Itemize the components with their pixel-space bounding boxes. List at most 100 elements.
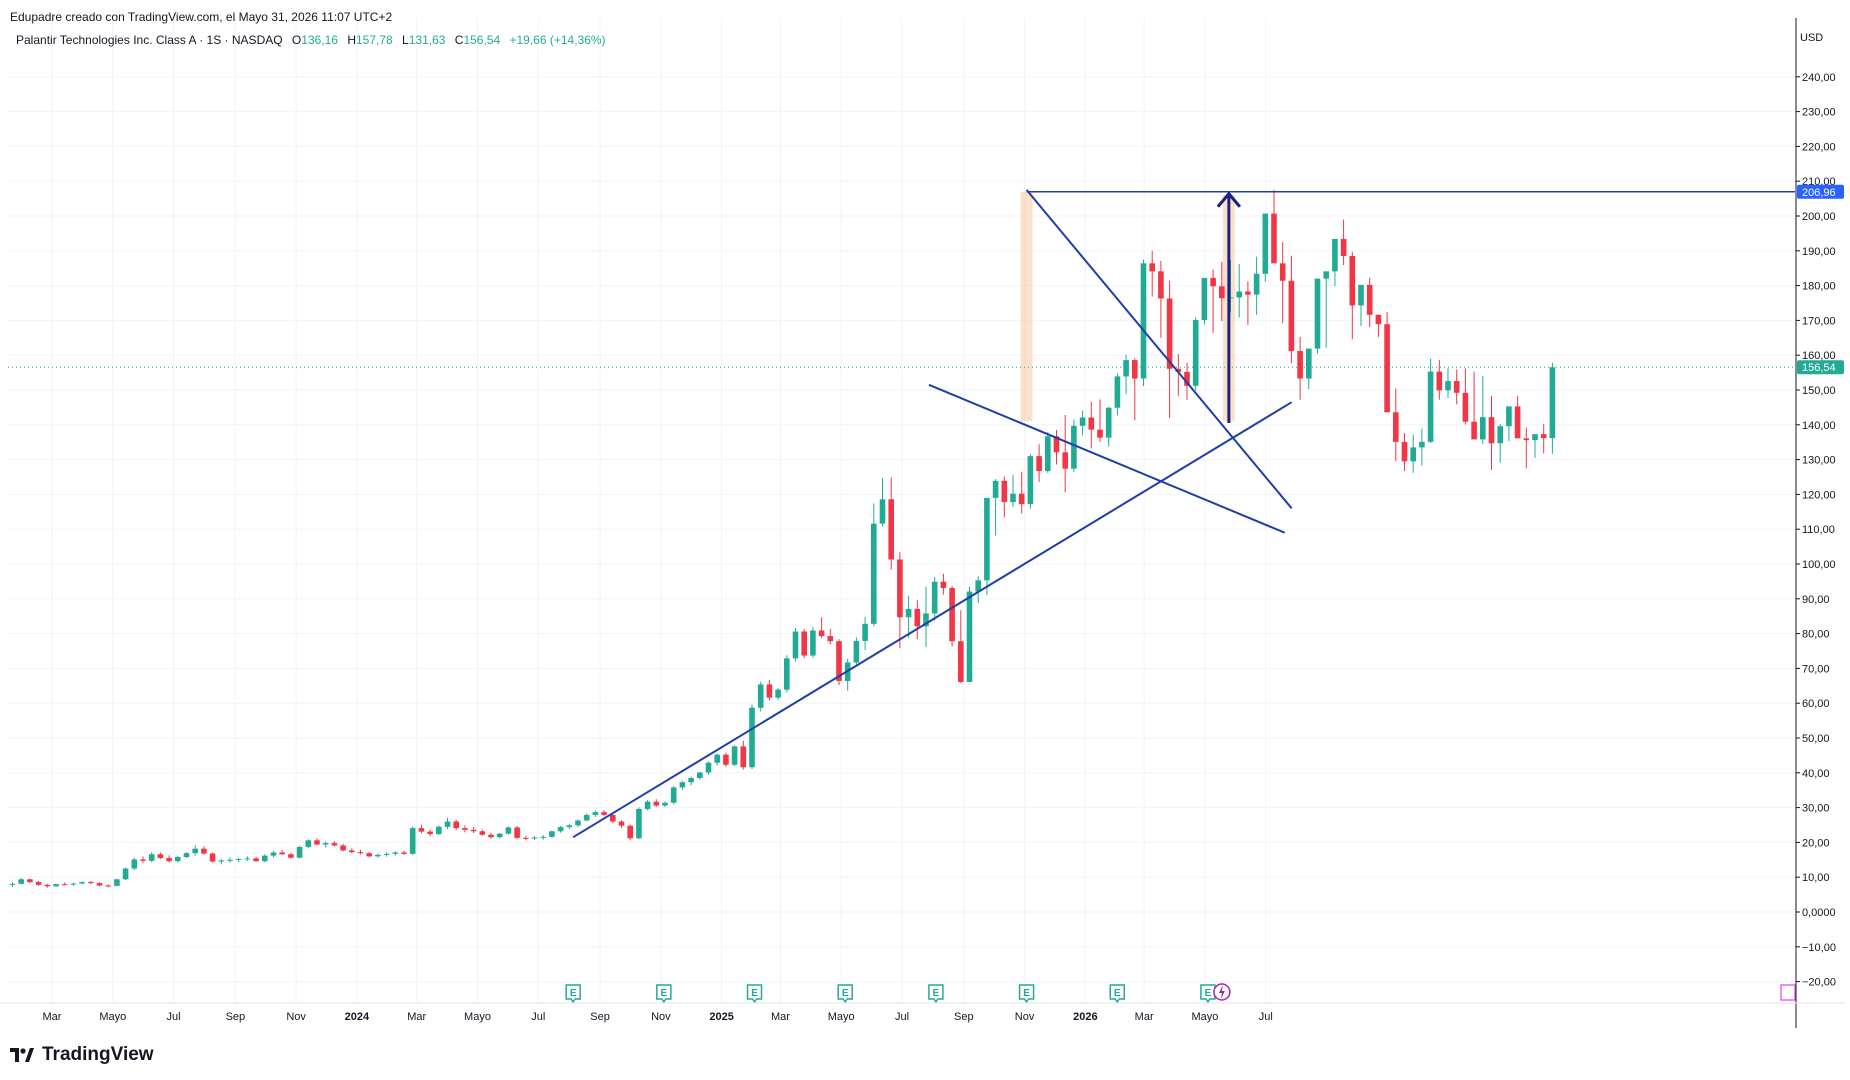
candle-body[interactable] xyxy=(1140,263,1147,379)
candle-body[interactable] xyxy=(801,631,807,656)
candle-body[interactable] xyxy=(505,827,512,834)
candle-body[interactable] xyxy=(984,497,990,581)
candle-body[interactable] xyxy=(1097,429,1103,438)
candle-body[interactable] xyxy=(557,827,564,832)
candle-body[interactable] xyxy=(792,631,799,659)
earnings-icon[interactable] xyxy=(837,984,853,1004)
candle-body[interactable] xyxy=(192,848,198,854)
candle-body[interactable] xyxy=(836,641,842,681)
candle-body[interactable] xyxy=(1471,421,1477,440)
candle-body[interactable] xyxy=(914,608,921,627)
candle-body[interactable] xyxy=(1436,371,1443,391)
candle-body[interactable] xyxy=(818,630,825,637)
candle-body[interactable] xyxy=(714,754,720,763)
candle-body[interactable] xyxy=(244,858,251,860)
candle-body[interactable] xyxy=(349,850,355,853)
candle-body[interactable] xyxy=(1132,360,1138,379)
candle-body[interactable] xyxy=(1036,456,1042,472)
candle-body[interactable] xyxy=(1018,493,1025,505)
target-price-badge[interactable] xyxy=(1797,184,1844,199)
candle-body[interactable] xyxy=(453,821,459,829)
projection-arrow-head[interactable] xyxy=(1216,192,1242,208)
candle-body[interactable] xyxy=(1088,417,1095,430)
candle-body[interactable] xyxy=(1279,263,1286,281)
candle-body[interactable] xyxy=(331,843,338,846)
candle-body[interactable] xyxy=(1253,273,1260,295)
candle-body[interactable] xyxy=(1358,284,1364,306)
candle-body[interactable] xyxy=(810,630,816,656)
candle-body[interactable] xyxy=(470,829,477,832)
candle-body[interactable] xyxy=(1071,425,1077,469)
currency-label[interactable]: USD xyxy=(1800,32,1824,44)
candle-body[interactable] xyxy=(610,814,616,822)
candle-body[interactable] xyxy=(897,559,903,618)
candle-body[interactable] xyxy=(1149,263,1155,272)
candle-body[interactable] xyxy=(627,825,633,839)
candle-body[interactable] xyxy=(1166,298,1173,369)
candle-body[interactable] xyxy=(1288,280,1295,352)
candle-body[interactable] xyxy=(9,883,16,885)
candle-body[interactable] xyxy=(1506,406,1512,427)
candle-body[interactable] xyxy=(1219,286,1225,299)
candle-body[interactable] xyxy=(540,836,546,838)
ascending-support-line[interactable] xyxy=(572,401,1293,839)
candle-body[interactable] xyxy=(44,884,51,887)
candle-body[interactable] xyxy=(1375,314,1382,325)
candle-body[interactable] xyxy=(357,852,364,854)
candle-body[interactable] xyxy=(1410,447,1416,462)
candle-body[interactable] xyxy=(879,499,886,524)
candle-body[interactable] xyxy=(1419,441,1425,448)
candle-body[interactable] xyxy=(1514,406,1521,439)
candle-body[interactable] xyxy=(183,853,190,858)
candle-body[interactable] xyxy=(1114,376,1121,408)
candle-body[interactable] xyxy=(1001,480,1008,503)
earnings-icon[interactable] xyxy=(656,984,672,1004)
candle-body[interactable] xyxy=(27,879,33,883)
candle-body[interactable] xyxy=(583,814,590,821)
candle-body[interactable] xyxy=(1079,417,1086,426)
candle-body[interactable] xyxy=(53,884,59,887)
candle-body[interactable] xyxy=(444,821,451,827)
candle-body[interactable] xyxy=(697,772,703,779)
candle-body[interactable] xyxy=(288,854,294,858)
candle-body[interactable] xyxy=(827,636,834,642)
candle-body[interactable] xyxy=(1262,213,1269,274)
candle-body[interactable] xyxy=(1340,238,1347,257)
candle-body[interactable] xyxy=(131,859,138,869)
candle-body[interactable] xyxy=(1192,320,1199,386)
candle-body[interactable] xyxy=(1366,284,1373,315)
candle-body[interactable] xyxy=(1549,367,1556,439)
candle-body[interactable] xyxy=(1523,438,1530,441)
candle-body[interactable] xyxy=(114,879,120,886)
candle-body[interactable] xyxy=(1540,434,1547,439)
candle-body[interactable] xyxy=(992,480,999,498)
candle-body[interactable] xyxy=(1497,426,1503,444)
falling-wedge-lower-line[interactable] xyxy=(928,383,1286,534)
candle-body[interactable] xyxy=(227,859,233,861)
candle-body[interactable] xyxy=(592,812,599,815)
candle-body[interactable] xyxy=(723,754,729,765)
candle-body[interactable] xyxy=(488,834,494,838)
candle-body[interactable] xyxy=(549,831,555,837)
candle-body[interactable] xyxy=(1332,238,1338,272)
candle-body[interactable] xyxy=(270,852,277,856)
earnings-icon[interactable] xyxy=(565,984,581,1004)
candle-body[interactable] xyxy=(61,884,68,886)
candle-body[interactable] xyxy=(766,684,773,698)
candle-body[interactable] xyxy=(931,581,938,614)
candle-body[interactable] xyxy=(70,883,77,885)
candle-body[interactable] xyxy=(436,826,442,835)
candle-body[interactable] xyxy=(975,580,981,592)
candle-body[interactable] xyxy=(148,854,155,861)
earnings-icon[interactable] xyxy=(1109,984,1126,1004)
candle-body[interactable] xyxy=(1314,278,1321,349)
candle-body[interactable] xyxy=(1480,417,1486,440)
candle-body[interactable] xyxy=(1271,213,1277,264)
candle-body[interactable] xyxy=(601,812,607,815)
candle-body[interactable] xyxy=(523,837,529,839)
candle-body[interactable] xyxy=(966,591,973,682)
candle-body[interactable] xyxy=(1062,452,1068,469)
earnings-icon[interactable] xyxy=(746,984,763,1004)
candle-body[interactable] xyxy=(1349,256,1356,306)
